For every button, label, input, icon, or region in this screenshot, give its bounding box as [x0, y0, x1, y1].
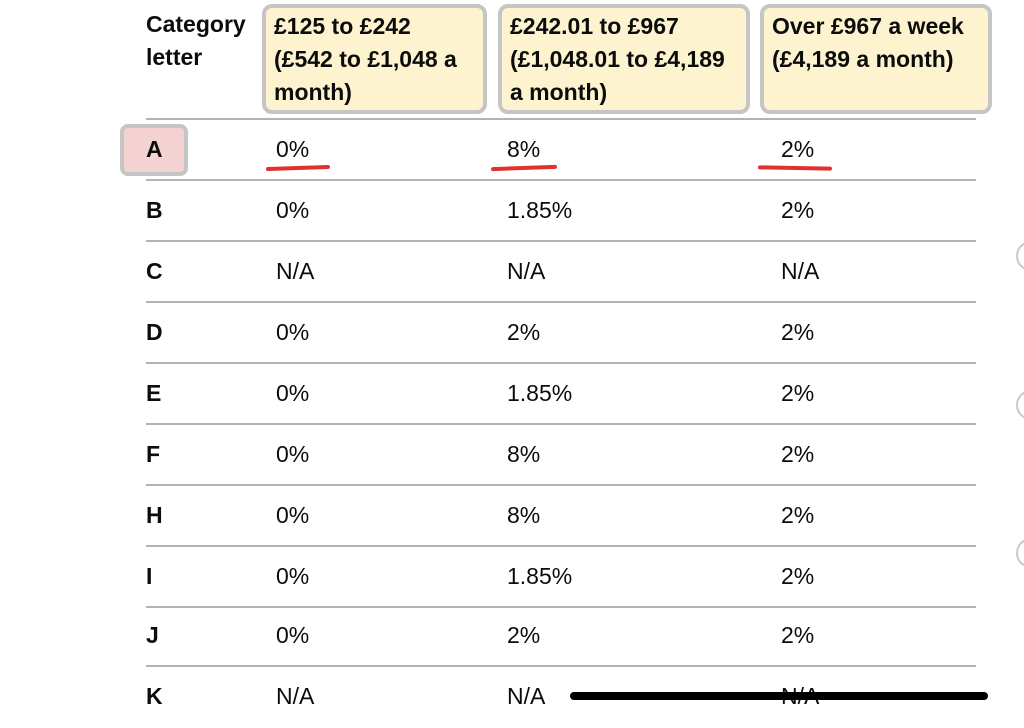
home-indicator-bar[interactable] — [570, 692, 988, 700]
row-category: F — [146, 441, 161, 467]
red-underline — [757, 165, 833, 171]
row-category: B — [146, 197, 163, 223]
header-band-2: £242.01 to £967 (£1,048.01 to £4,189 a m… — [498, 4, 750, 114]
header-band-3: Over £967 a week (£4,189 a month) — [760, 4, 992, 114]
row-rate-band-2: 8% — [507, 502, 541, 528]
header-divider — [146, 118, 976, 120]
row-divider — [146, 665, 976, 667]
header-band-1: £125 to £242 (£542 to £1,048 a month) — [262, 4, 487, 114]
row-category: A — [146, 136, 163, 162]
table-row: D 0% 2% 2% — [0, 303, 1024, 364]
row-category: J — [146, 622, 159, 648]
row-rate-band-1: N/A — [276, 258, 315, 284]
row-rate-band-2: 8% — [507, 136, 541, 162]
row-category: C — [146, 258, 163, 284]
row-rate-band-3: 2% — [781, 441, 815, 467]
row-category: K — [146, 683, 163, 709]
row-rate-band-2: 2% — [507, 319, 541, 345]
row-rate-band-3: 2% — [781, 197, 815, 223]
row-highlight-box — [120, 124, 188, 176]
table-row: B 0% 1.85% 2% — [0, 181, 1024, 242]
row-divider — [146, 301, 976, 303]
row-rate-band-2: 1.85% — [507, 563, 573, 589]
row-divider — [146, 606, 976, 608]
row-divider — [146, 179, 976, 181]
row-rate-band-1: 0% — [276, 563, 310, 589]
row-category: D — [146, 319, 163, 345]
row-rate-band-2: N/A — [507, 683, 546, 709]
row-rate-band-2: N/A — [507, 258, 546, 284]
table-row: F 0% 8% 2% — [0, 425, 1024, 486]
row-divider — [146, 545, 976, 547]
table-row: J 0% 2% 2% — [0, 606, 1024, 667]
row-rate-band-3: 2% — [781, 136, 815, 162]
row-rate-band-1: 0% — [276, 197, 310, 223]
row-rate-band-2: 1.85% — [507, 380, 573, 406]
row-rate-band-1: 0% — [276, 380, 310, 406]
row-category: I — [146, 563, 153, 589]
row-rate-band-2: 8% — [507, 441, 541, 467]
header-category-letter: Category letter — [146, 11, 246, 70]
table-row: I 0% 1.85% 2% — [0, 547, 1024, 608]
table-row: E 0% 1.85% 2% — [0, 364, 1024, 425]
row-rate-band-3: 2% — [781, 319, 815, 345]
row-rate-band-1: N/A — [276, 683, 315, 709]
row-divider — [146, 484, 976, 486]
row-category: E — [146, 380, 162, 406]
row-divider — [146, 362, 976, 364]
row-rate-band-1: 0% — [276, 622, 310, 648]
row-category: H — [146, 502, 163, 528]
row-rate-band-1: 0% — [276, 502, 310, 528]
row-divider — [146, 423, 976, 425]
row-rate-band-3: N/A — [781, 258, 820, 284]
row-divider — [146, 240, 976, 242]
row-rate-band-3: 2% — [781, 380, 815, 406]
table-row: H 0% 8% 2% — [0, 486, 1024, 547]
row-rate-band-1: 0% — [276, 136, 310, 162]
row-rate-band-3: 2% — [781, 622, 815, 648]
table-row: C N/A N/A N/A — [0, 242, 1024, 303]
row-rate-band-2: 1.85% — [507, 197, 573, 223]
row-rate-band-1: 0% — [276, 319, 310, 345]
row-rate-band-2: 2% — [507, 622, 541, 648]
table-row: A 0% 8% 2% — [0, 120, 1024, 181]
row-rate-band-3: 2% — [781, 563, 815, 589]
row-rate-band-3: 2% — [781, 502, 815, 528]
row-rate-band-1: 0% — [276, 441, 310, 467]
table-row: K N/A N/A N/A — [0, 667, 1024, 728]
contributions-table: Category letter £125 to £242 (£542 to £1… — [0, 4, 1024, 709]
